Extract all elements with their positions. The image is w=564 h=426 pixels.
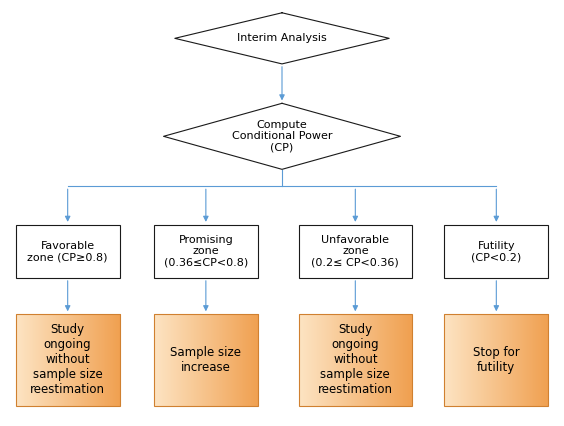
Polygon shape bbox=[175, 13, 389, 64]
Bar bbox=[299, 314, 412, 406]
Text: Futility
(CP<0.2): Futility (CP<0.2) bbox=[471, 241, 522, 262]
Bar bbox=[153, 225, 258, 278]
Bar bbox=[444, 225, 548, 278]
Text: Study
ongoing
without
sample size
reestimation: Study ongoing without sample size reesti… bbox=[318, 323, 393, 397]
Text: Sample size
increase: Sample size increase bbox=[170, 346, 241, 374]
Bar bbox=[444, 314, 548, 406]
Text: Stop for
futility: Stop for futility bbox=[473, 346, 519, 374]
Polygon shape bbox=[164, 103, 400, 169]
Text: Compute
Conditional Power
(CP): Compute Conditional Power (CP) bbox=[232, 120, 332, 153]
Text: Unfavorable
zone
(0.2≤ CP<0.36): Unfavorable zone (0.2≤ CP<0.36) bbox=[311, 235, 399, 268]
Bar bbox=[15, 225, 120, 278]
Text: Favorable
zone (CP≥0.8): Favorable zone (CP≥0.8) bbox=[28, 241, 108, 262]
Bar bbox=[15, 314, 120, 406]
Bar bbox=[153, 314, 258, 406]
Bar bbox=[299, 225, 412, 278]
Text: Study
ongoing
without
sample size
reestimation: Study ongoing without sample size reesti… bbox=[30, 323, 105, 397]
Text: Interim Analysis: Interim Analysis bbox=[237, 33, 327, 43]
Text: Promising
zone
(0.36≤CP<0.8): Promising zone (0.36≤CP<0.8) bbox=[164, 235, 248, 268]
